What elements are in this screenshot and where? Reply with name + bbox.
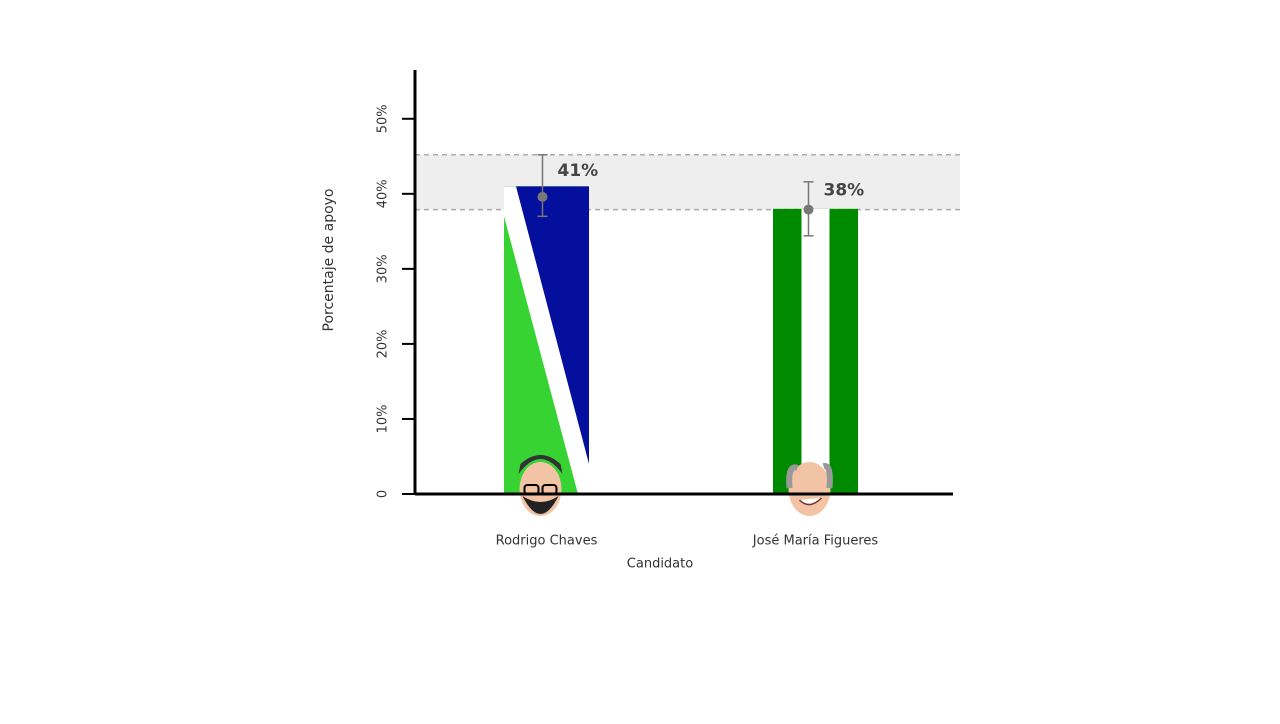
smile bbox=[798, 497, 823, 506]
x-tick-label: Rodrigo Chaves bbox=[496, 534, 598, 549]
hair bbox=[518, 455, 563, 474]
y-tick-label: 50% bbox=[376, 104, 391, 133]
flag-stripe bbox=[801, 208, 830, 495]
candidate-face bbox=[786, 462, 833, 516]
value-label: 38% bbox=[824, 181, 865, 201]
candidate-face bbox=[518, 455, 563, 516]
y-tick-label: 0 bbox=[376, 490, 391, 498]
x-tick-label: José María Figueres bbox=[752, 534, 879, 549]
flag-stripe bbox=[504, 186, 589, 494]
beard bbox=[522, 496, 559, 514]
y-axis-label: Porcentaje de apoyo bbox=[321, 189, 337, 332]
estimate-point bbox=[803, 204, 814, 215]
y-tick-label: 40% bbox=[376, 179, 391, 208]
face bbox=[788, 462, 831, 516]
y-tick-label: 10% bbox=[376, 405, 391, 434]
range-band bbox=[415, 154, 960, 210]
estimate-point bbox=[537, 191, 548, 202]
value-label: 41% bbox=[558, 161, 599, 181]
hair bbox=[786, 462, 833, 489]
y-tick-label: 30% bbox=[376, 254, 391, 283]
x-axis-label: Candidato bbox=[627, 557, 693, 572]
y-tick-label: 20% bbox=[376, 329, 391, 358]
